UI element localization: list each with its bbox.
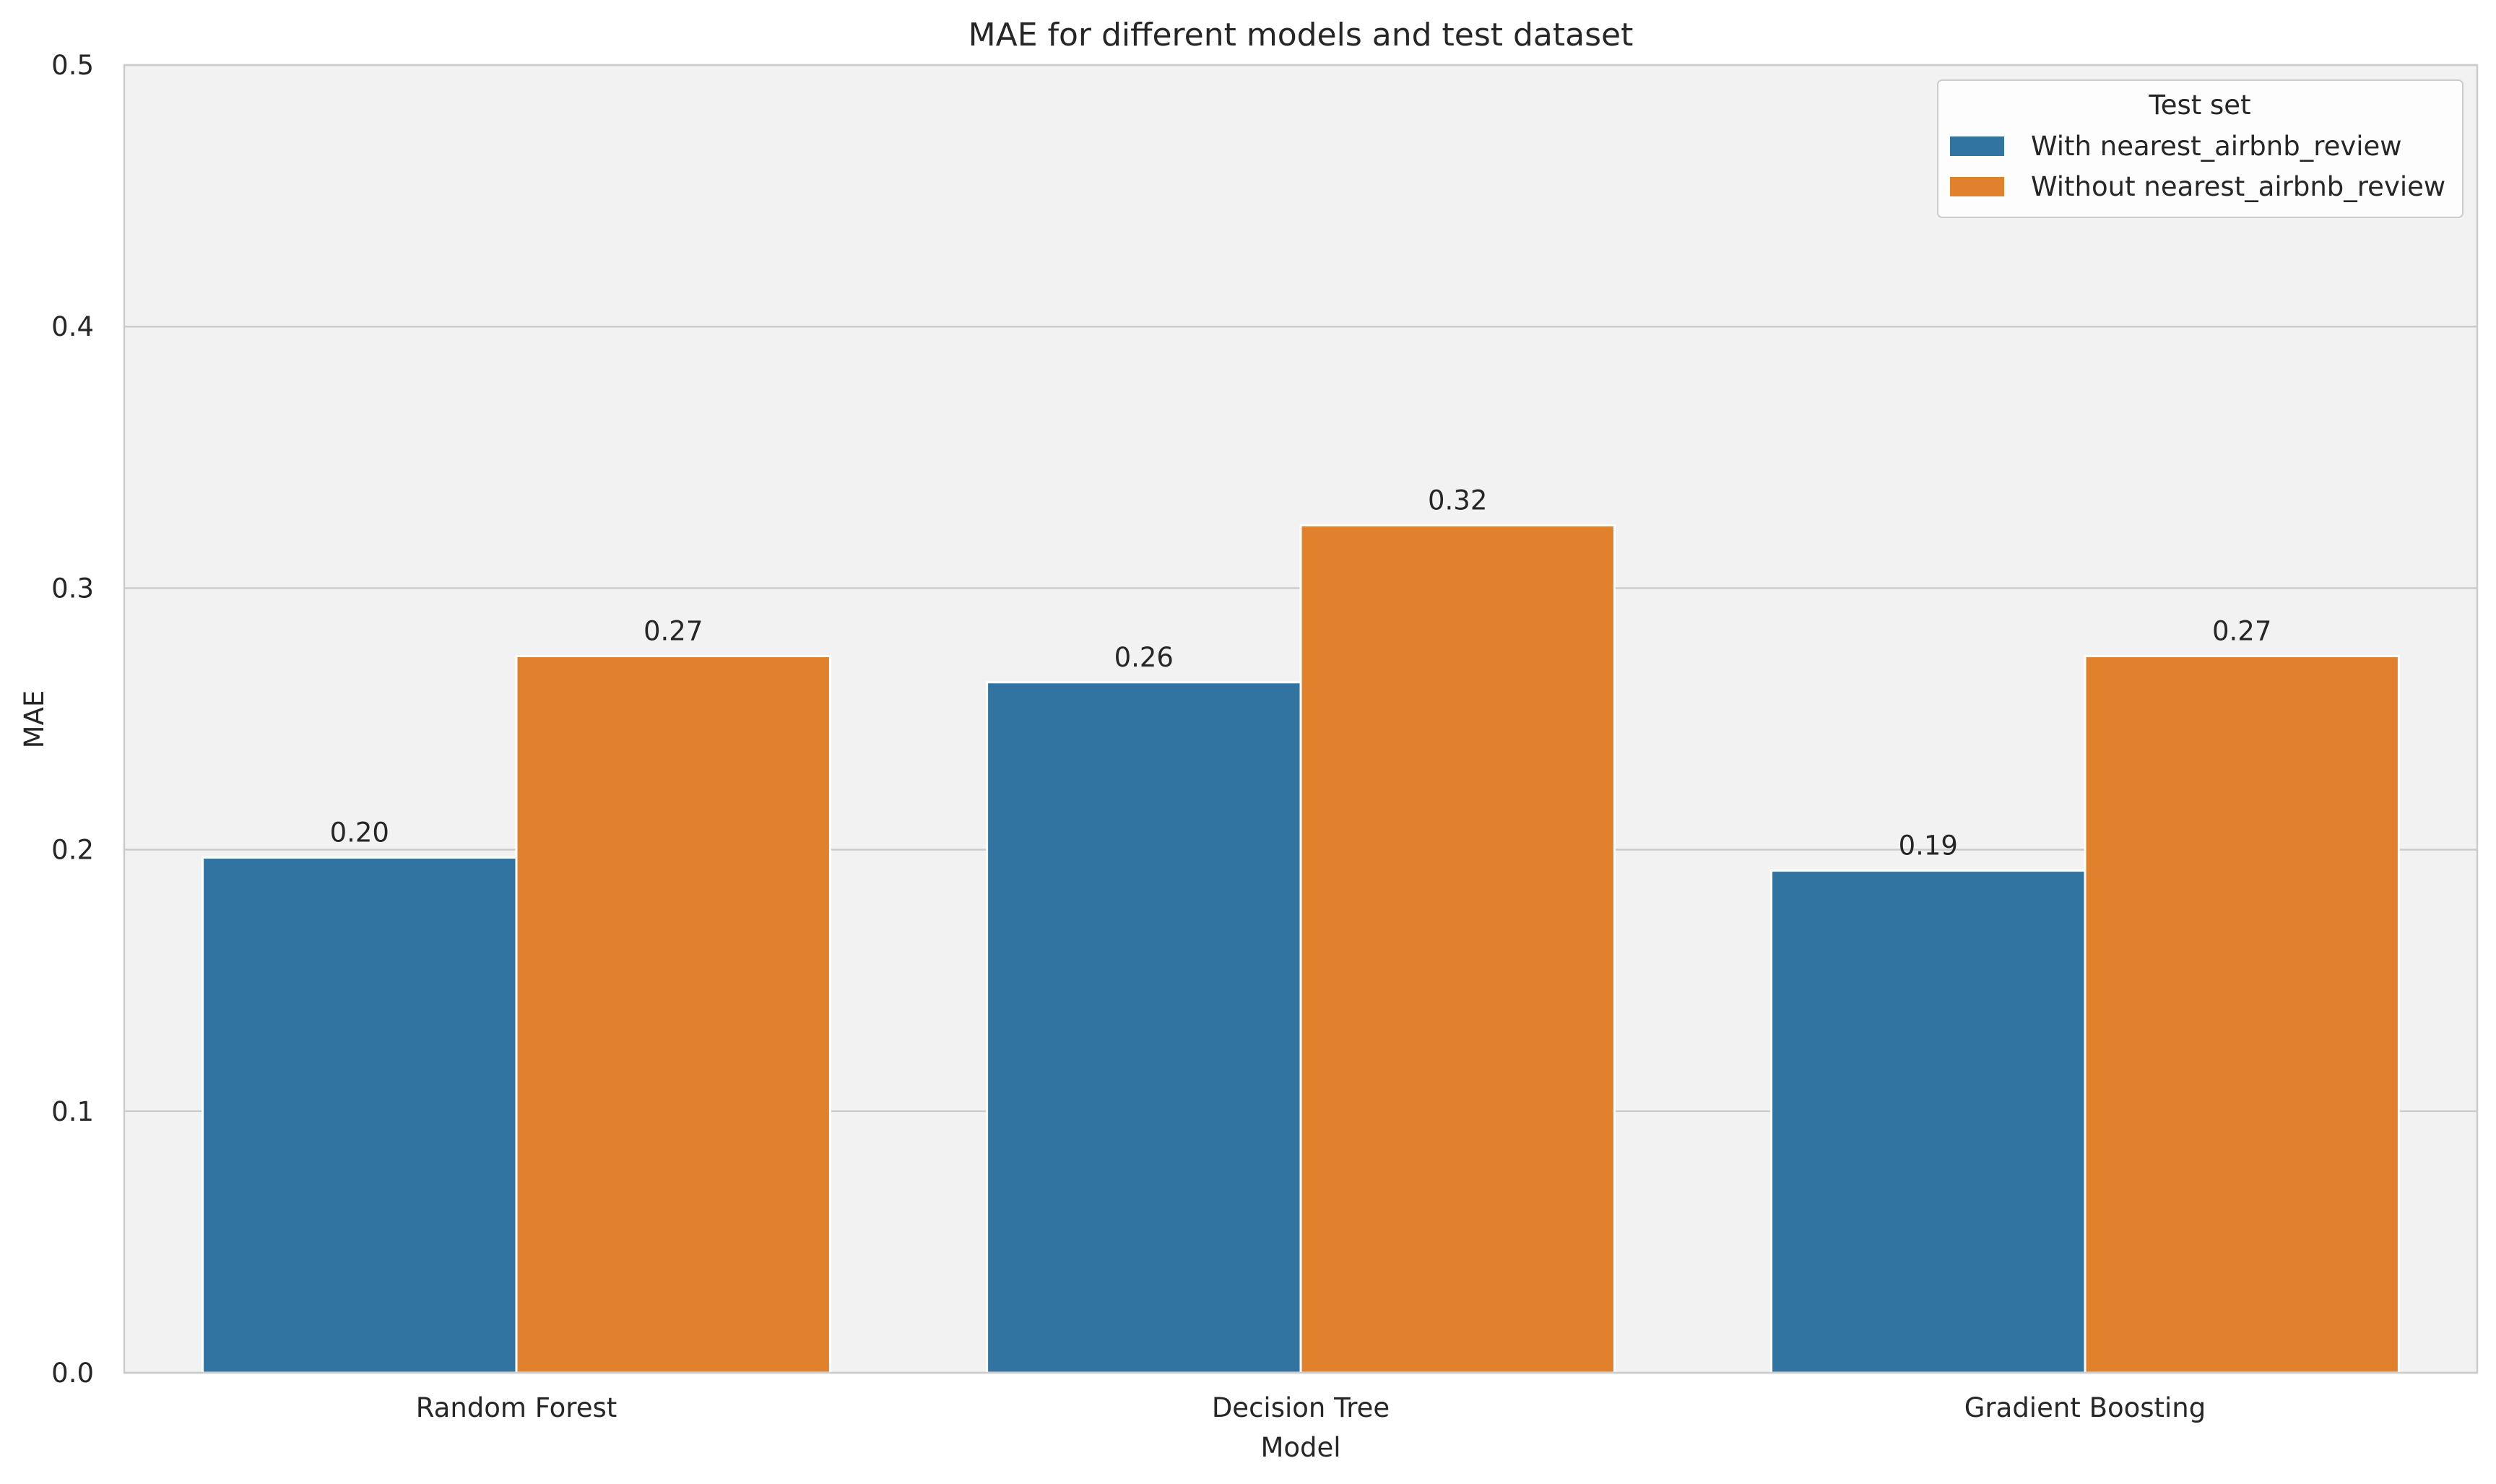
y-tick-label: 0.3 bbox=[51, 573, 94, 604]
bars bbox=[202, 524, 2400, 1374]
y-tick-label: 0.2 bbox=[51, 835, 94, 866]
bar-value-label: 0.26 bbox=[1114, 642, 1174, 673]
y-axis-label: MAE bbox=[19, 690, 50, 749]
x-tick-label: Random Forest bbox=[416, 1392, 618, 1423]
x-axis-ticks: Random Forest Decision Tree Gradient Boost… bbox=[416, 1392, 2206, 1423]
legend-box bbox=[1937, 79, 2464, 218]
bar bbox=[202, 856, 518, 1374]
bar-value-label: 0.27 bbox=[2212, 616, 2271, 647]
y-tick-label: 0.0 bbox=[51, 1358, 94, 1389]
bar-value-label: 0.19 bbox=[1899, 830, 1958, 862]
y-tick-label: 0.5 bbox=[51, 50, 94, 81]
bar-value-label: 0.27 bbox=[644, 616, 703, 647]
legend-title: Test set bbox=[2148, 90, 2250, 121]
legend-label-with: With nearest_airbnb_review bbox=[2031, 131, 2402, 162]
legend: Test set With nearest_airbnb_review With… bbox=[1937, 79, 2464, 218]
bar-value-label: 0.32 bbox=[1428, 485, 1487, 516]
x-tick-label: Gradient Boosting bbox=[1964, 1392, 2206, 1423]
y-tick-label: 0.1 bbox=[51, 1096, 94, 1127]
x-tick-label: Decision Tree bbox=[1212, 1392, 1390, 1423]
bar bbox=[515, 655, 831, 1374]
bar bbox=[1770, 869, 2086, 1374]
chart-title: MAE for different models and test datase… bbox=[968, 17, 1634, 53]
bar bbox=[1299, 524, 1616, 1374]
legend-swatch-with bbox=[1950, 136, 2004, 156]
legend-swatch-without bbox=[1950, 177, 2004, 196]
bar bbox=[986, 681, 1302, 1374]
bar bbox=[2084, 655, 2400, 1374]
y-axis-ticks: 0.0 0.1 0.2 0.3 0.4 0.5 bbox=[51, 50, 94, 1389]
plot-frame bbox=[123, 64, 2479, 1374]
data-labels: 0.20 0.27 0.26 0.32 0.19 0.27 bbox=[330, 485, 2272, 861]
legend-label-without: Without nearest_airbnb_review bbox=[2031, 171, 2445, 202]
x-axis-label: Model bbox=[1260, 1432, 1340, 1463]
bar-value-label: 0.20 bbox=[330, 817, 389, 848]
y-tick-label: 0.4 bbox=[51, 311, 94, 342]
